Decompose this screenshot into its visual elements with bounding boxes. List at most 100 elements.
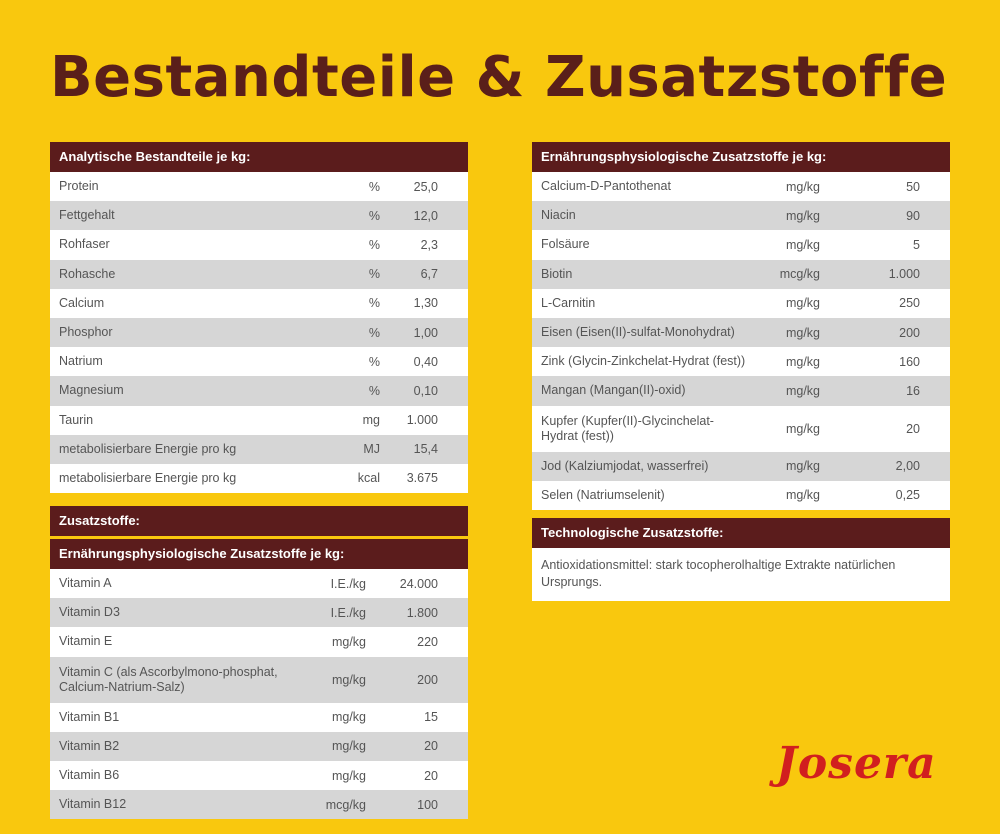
row-unit: MJ <box>363 442 380 457</box>
table-row: Vitamin C (als Ascorbylmono-phosphat, Ca… <box>50 656 468 703</box>
technological-box: Technologische Zusatzstoffe: Antioxidati… <box>532 518 950 601</box>
row-unit: % <box>368 237 380 252</box>
row-name: Vitamin B2 <box>59 738 120 753</box>
row-value: 100 <box>417 797 438 812</box>
row-value: 12,0 <box>413 208 438 223</box>
row-value: 1.000 <box>888 267 920 282</box>
row-value: 20 <box>424 739 438 754</box>
row-unit: I.E./kg <box>330 605 366 620</box>
row-value: 1,00 <box>413 325 438 340</box>
josera-logo: Josera <box>776 738 937 789</box>
table-row: Taurin mg 1.000 <box>50 405 468 435</box>
row-value: 1.800 <box>406 605 438 620</box>
row-name: Phosphor <box>59 325 113 340</box>
row-unit: % <box>368 354 380 369</box>
technological-text: Antioxidationsmittel: stark tocopherolha… <box>532 548 950 601</box>
row-unit: mg/kg <box>785 179 820 194</box>
row-unit: mg/kg <box>785 325 820 340</box>
analytical-table: Analytische Bestandteile je kg: Protein%… <box>50 142 468 494</box>
table-row: Vitamin A I.E./kg 24.000 <box>50 569 468 599</box>
row-name: Taurin <box>59 412 94 427</box>
row-name: Calcium-D-Pantothenat <box>541 179 671 194</box>
row-unit: mg <box>362 413 380 428</box>
additives-header: Zusatzstoffe: <box>50 506 468 536</box>
table-row: Eisen (Eisen(II)-sulfat-Monohydrat) mg/kg… <box>532 317 950 348</box>
row-name: Vitamin C (als Ascorbylmono-phosphat, Ca… <box>59 664 278 694</box>
row-name: Vitamin E <box>59 634 113 649</box>
table-row: Phosphor% 1,00 <box>50 317 468 348</box>
row-unit: mg/kg <box>785 421 820 436</box>
table-row: Protein% 25,0 <box>50 172 468 202</box>
row-unit: % <box>368 383 380 398</box>
row-name: Natrium <box>59 354 103 369</box>
table-row: Vitamin D3 I.E./kg 1.800 <box>50 598 468 628</box>
additives-subheader: Ernährungsphysiologische Zusatzstoffe je… <box>50 539 468 569</box>
row-name: metabolisierbare Energie pro kg <box>59 470 237 485</box>
table-row: Calcium-D-Pantothenat mg/kg 50 <box>532 172 950 202</box>
table-row: L-Carnitin mg/kg 250 <box>532 288 950 318</box>
table-row: Vitamin B2 mg/kg 20 <box>50 731 468 761</box>
row-value: 2,00 <box>895 459 920 474</box>
table-row: metabolisierbare Energie pro kg kcal 3.675 <box>50 463 468 494</box>
row-unit: mg/kg <box>331 739 366 754</box>
row-name: Jod (Kalziumjodat, wasserfrei) <box>541 458 709 473</box>
row-value: 24.000 <box>399 576 438 591</box>
row-name: Magnesium <box>59 383 124 398</box>
row-name: Calcium <box>59 295 105 310</box>
row-name: Biotin <box>541 266 573 281</box>
row-value: 90 <box>906 208 920 223</box>
table-row: Vitamin B12 mcg/kg 100 <box>50 790 468 820</box>
row-unit: % <box>368 296 380 311</box>
row-name: Mangan (Mangan(II)-oxid) <box>541 383 686 398</box>
row-name: Eisen (Eisen(II)-sulfat-Monohydrat) <box>541 325 735 340</box>
row-name: Zink (Glycin-Zinkchelat-Hydrat (fest)) <box>541 354 746 369</box>
row-unit: mg/kg <box>785 208 820 223</box>
row-name: L-Carnitin <box>541 295 596 310</box>
table-row: Magnesium% 0,10 <box>50 376 468 406</box>
row-unit: % <box>368 267 380 282</box>
row-value: 50 <box>906 179 920 194</box>
row-unit: I.E./kg <box>330 576 366 591</box>
row-unit: mcg/kg <box>325 797 366 812</box>
row-value: 200 <box>417 672 438 687</box>
row-name: Vitamin D3 <box>59 605 120 620</box>
row-value: 0,10 <box>413 383 438 398</box>
row-value: 0,25 <box>895 488 920 503</box>
row-unit: mg/kg <box>785 237 820 252</box>
row-value: 200 <box>899 325 920 340</box>
row-unit: % <box>368 325 380 340</box>
row-name: Vitamin B6 <box>59 768 120 783</box>
page-title: Bestandteile & Zusatzstoffe <box>50 45 948 110</box>
row-unit: mcg/kg <box>779 267 820 282</box>
row-name: Rohasche <box>59 266 116 281</box>
row-unit: % <box>368 179 380 194</box>
table-row: Fettgehalt% 12,0 <box>50 201 468 231</box>
row-unit: mg/kg <box>331 710 366 725</box>
row-value: 250 <box>899 296 920 311</box>
row-value: 2,3 <box>420 237 438 252</box>
table-row: Calcium% 1,30 <box>50 288 468 318</box>
row-name: Folsäure <box>541 237 590 252</box>
row-unit: mg/kg <box>331 672 366 687</box>
row-name: Selen (Natriumselenit) <box>541 487 665 502</box>
row-value: 6,7 <box>420 267 438 282</box>
row-unit: mg/kg <box>785 383 820 398</box>
table-row: Mangan (Mangan(II)-oxid) mg/kg 16 <box>532 376 950 406</box>
row-value: 0,40 <box>413 354 438 369</box>
nutritional-header: Ernährungsphysiologische Zusatzstoffe je… <box>532 142 950 172</box>
row-value: 1,30 <box>413 296 438 311</box>
row-unit: mg/kg <box>331 634 366 649</box>
row-name: Fettgehalt <box>59 208 115 223</box>
technological-header: Technologische Zusatzstoffe: <box>532 518 950 548</box>
row-value: 160 <box>899 354 920 369</box>
row-value: 16 <box>906 383 920 398</box>
row-name: Niacin <box>541 208 576 223</box>
row-value: 1.000 <box>406 413 438 428</box>
row-value: 3.675 <box>406 471 438 486</box>
row-name: Protein <box>59 179 99 194</box>
row-value: 25,0 <box>413 179 438 194</box>
row-name: Vitamin A <box>59 576 112 591</box>
row-value: 15 <box>424 710 438 725</box>
table-row: Vitamin E mg/kg 220 <box>50 627 468 657</box>
row-unit: mg/kg <box>331 768 366 783</box>
